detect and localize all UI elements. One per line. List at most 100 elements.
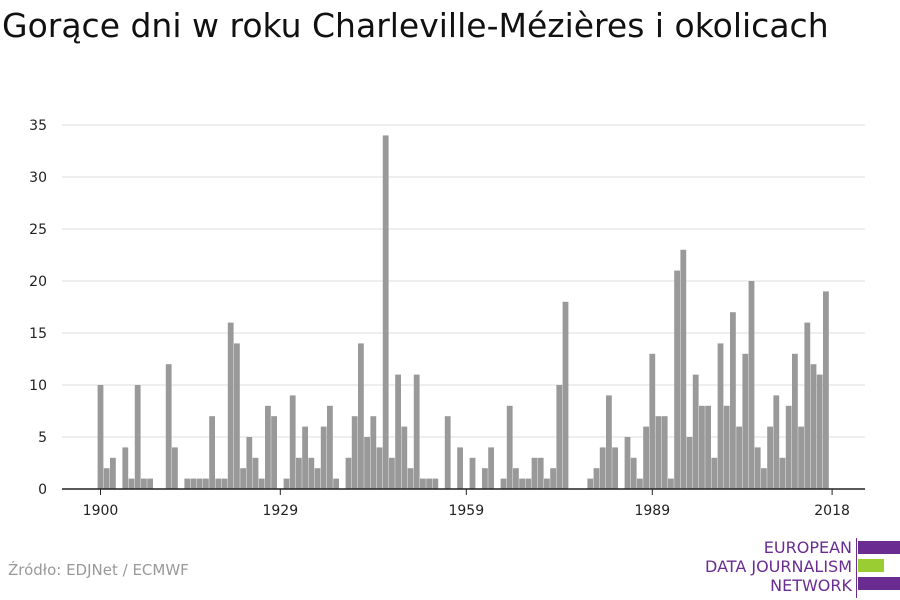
bar xyxy=(407,468,414,489)
bar xyxy=(426,478,432,489)
bar xyxy=(389,457,395,489)
bar xyxy=(370,416,377,489)
bar xyxy=(537,457,544,489)
bar xyxy=(327,405,333,489)
bar xyxy=(643,426,649,489)
bar xyxy=(296,457,302,489)
bar xyxy=(252,457,259,489)
bar xyxy=(265,405,271,489)
bars xyxy=(97,135,829,489)
bar xyxy=(779,457,786,489)
bar xyxy=(599,447,606,489)
bar xyxy=(630,457,637,489)
bar xyxy=(203,478,209,489)
bar xyxy=(773,395,780,489)
logo-green-bar xyxy=(858,559,884,572)
bar xyxy=(531,457,538,489)
logo-text-line-1: EUROPEAN xyxy=(763,538,852,557)
bar xyxy=(469,457,476,489)
bar xyxy=(190,478,197,489)
bar xyxy=(271,416,277,489)
bar xyxy=(240,468,246,489)
bar xyxy=(624,437,631,489)
y-tick-label: 10 xyxy=(29,378,47,394)
bar xyxy=(816,374,823,489)
bar xyxy=(444,416,451,489)
y-tick-label: 5 xyxy=(38,430,47,446)
bar xyxy=(432,478,439,489)
bar xyxy=(184,478,191,489)
bar xyxy=(668,478,674,489)
bar xyxy=(637,478,643,489)
bar xyxy=(376,447,383,489)
y-tick-label: 30 xyxy=(29,170,47,186)
bar xyxy=(227,322,234,489)
bar xyxy=(457,447,463,489)
bar xyxy=(674,270,680,489)
bar xyxy=(246,437,253,489)
gridlines xyxy=(62,124,865,438)
bar xyxy=(289,395,296,489)
bar xyxy=(209,416,215,489)
bar xyxy=(97,385,104,489)
bar xyxy=(308,457,315,489)
bar xyxy=(730,312,736,489)
bar xyxy=(128,478,135,489)
y-tick-label: 0 xyxy=(38,482,47,498)
bar xyxy=(401,426,408,489)
bar xyxy=(314,468,321,489)
bar xyxy=(525,478,532,489)
bar xyxy=(413,374,420,489)
chart-title: Gorące dni w roku Charleville-Mézières i… xyxy=(2,6,829,45)
y-tick-label: 15 xyxy=(29,326,47,342)
bar xyxy=(593,468,600,489)
bar xyxy=(798,426,804,489)
bar xyxy=(612,447,618,489)
bar xyxy=(562,301,569,489)
bar xyxy=(754,447,761,489)
logo-divider xyxy=(856,538,857,598)
bar xyxy=(147,478,153,489)
bar xyxy=(717,343,724,489)
bar xyxy=(358,343,364,489)
bar xyxy=(215,478,222,489)
bar xyxy=(550,468,556,489)
bar xyxy=(420,478,426,489)
bar xyxy=(711,457,718,489)
y-tick-label: 25 xyxy=(29,222,47,238)
bar xyxy=(587,478,594,489)
bar xyxy=(395,374,401,489)
bar xyxy=(692,374,699,489)
bar xyxy=(699,405,705,489)
bar xyxy=(345,457,352,489)
bar xyxy=(134,385,141,489)
bar xyxy=(686,437,693,489)
y-axis-ticks: 0 5 10 15 20 25 30 35 xyxy=(29,118,47,498)
bar xyxy=(258,478,265,489)
bar xyxy=(767,426,773,489)
bar xyxy=(823,291,829,489)
logo-text-line-2: DATA JOURNALISM xyxy=(705,557,852,576)
bar xyxy=(810,364,817,489)
bar xyxy=(283,478,290,489)
bar xyxy=(519,478,525,489)
bar xyxy=(165,364,172,489)
x-axis-ticks: 1900 1929 1959 1989 2018 xyxy=(83,489,850,519)
bar xyxy=(705,405,711,489)
bar xyxy=(364,437,370,489)
bar xyxy=(606,395,612,489)
bar xyxy=(649,353,656,489)
bar xyxy=(785,405,792,489)
bar xyxy=(748,281,755,489)
bar xyxy=(333,478,339,489)
bar xyxy=(804,322,811,489)
x-tick-label: 1989 xyxy=(634,503,670,519)
y-tick-label: 20 xyxy=(29,274,47,290)
bar xyxy=(661,416,668,489)
x-tick-label: 2018 xyxy=(814,503,850,519)
bar xyxy=(506,405,513,489)
bar xyxy=(320,426,327,489)
bar xyxy=(500,478,507,489)
bar xyxy=(655,416,662,489)
x-tick-label: 1959 xyxy=(448,503,484,519)
